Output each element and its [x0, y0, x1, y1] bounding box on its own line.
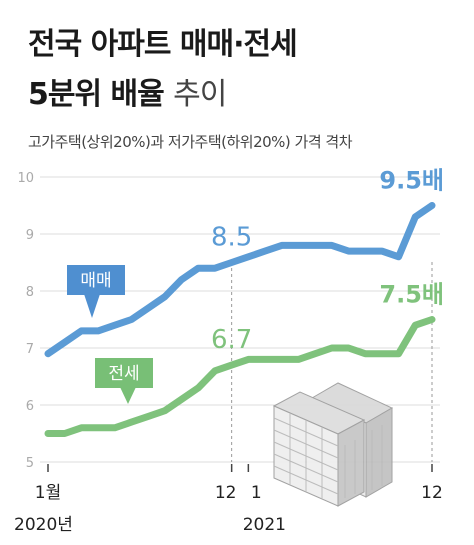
apartment-building-icon: [272, 382, 394, 507]
chart-title-bold: 5분위 배율: [28, 77, 165, 112]
year-label: 2020년: [14, 515, 73, 535]
data-label: 8.5: [211, 223, 252, 253]
y-tick-label: 8: [26, 285, 34, 300]
chart-title-light: 추이: [173, 77, 227, 112]
x-axis-ticks: 1월 12 1 12 2020년 2021: [14, 464, 443, 535]
series-line-jeonse: [44, 316, 436, 437]
series-line-sale: [44, 202, 436, 358]
chart-title: 전국 아파트 매매·전세: [28, 27, 298, 62]
series-label-box: [67, 265, 125, 295]
x-tick-label: 1월: [35, 483, 61, 503]
data-label: 6.7: [211, 325, 252, 355]
x-tick-label: 1: [251, 483, 262, 503]
series-label: 매매: [80, 271, 111, 291]
year-label: 2021: [243, 515, 286, 535]
y-tick-label: 5: [26, 456, 34, 471]
series-label-box: [95, 358, 153, 388]
data-label: 7.5배: [379, 281, 444, 309]
y-tick-label: 6: [26, 399, 34, 414]
y-tick-label: 9: [26, 228, 34, 243]
series-label-pointer: [120, 387, 136, 404]
series: [44, 202, 436, 437]
y-tick-label: 7: [26, 342, 34, 357]
series-label-pointer: [84, 294, 100, 318]
chart-title-line2: 5분위 배율 추이: [28, 77, 227, 112]
data-label: 9.5배: [379, 167, 444, 195]
series-label: 전세: [108, 364, 139, 384]
y-axis-ticks: 5 6 7 8 9 10: [17, 171, 34, 471]
x-tick-label: 12: [215, 483, 237, 503]
y-tick-label: 10: [17, 171, 34, 186]
x-tick-label: 12: [421, 483, 443, 503]
chart-subtitle: 고가주택(상위20%)과 저가주택(하위20%) 가격 격차: [28, 133, 353, 151]
